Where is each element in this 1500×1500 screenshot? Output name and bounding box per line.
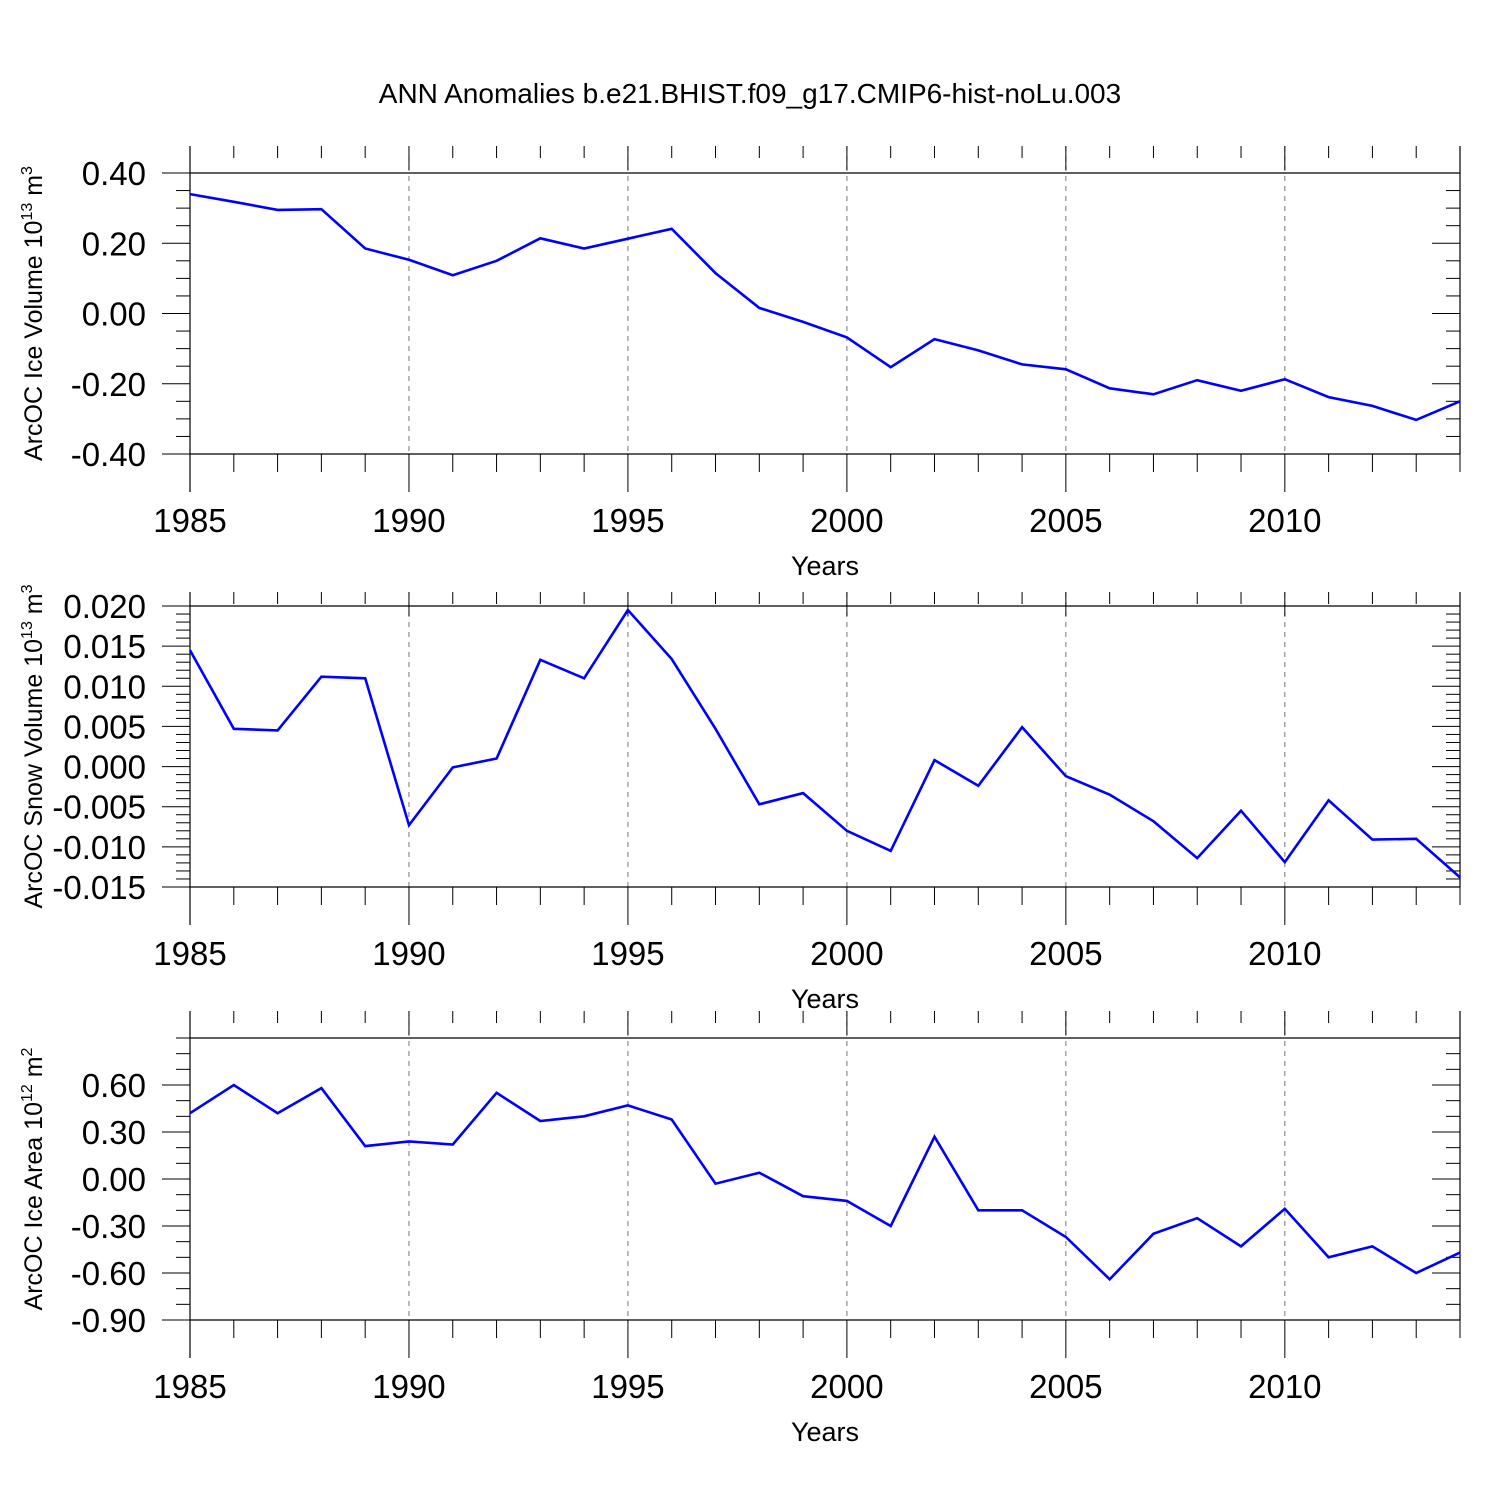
x-tick-label: 1990 [372,1368,445,1405]
x-tick-label: 2000 [810,502,883,539]
x-tick-label: 2000 [810,1368,883,1405]
y-tick-label: 0.000 [63,749,146,786]
y-tick-label: -0.20 [71,366,146,403]
y-tick-label: -0.90 [71,1302,146,1339]
y-tick-label: 0.015 [63,628,146,665]
panel-2: 1985 1990 1995 2000 2005 2010 Years -0.015-0.01… [19,584,1461,1014]
x-tick-label: 1990 [372,502,445,539]
x-tick-label: 1985 [153,935,226,972]
y-tick-label: -0.30 [71,1208,146,1245]
panel-1: 1985 1990 1995 2000 2005 2010 Years -0.40 -0.20 0… [19,146,1461,581]
y-tick-label: -0.010 [52,829,146,866]
x-tick-label: 2010 [1248,1368,1321,1405]
x-tick-label: 2005 [1029,935,1102,972]
y-axis-label: ArcOC Ice Area 1012 m2 [19,1047,48,1310]
y-axis-label: ArcOC Snow Volume 1013 m3 [19,584,48,908]
x-tick-label: 1985 [153,502,226,539]
y-tick-label: 0.60 [82,1067,146,1104]
y-tick-label: 0.005 [63,708,146,745]
x-tick-label: 1995 [591,1368,664,1405]
y-tick-label: 0.020 [63,588,146,625]
y-tick-label: 0.00 [82,1161,146,1198]
x-tick-label: 2000 [810,935,883,972]
x-tick-label: 1995 [591,502,664,539]
x-tick-label: 1995 [591,935,664,972]
x-tick-label: 2005 [1029,1368,1102,1405]
series-line [188,607,1461,879]
y-axis-label: ArcOC Ice Volume 1013 m3 [19,166,48,461]
x-axis-label: Years [791,1417,859,1447]
y-tick-label: -0.60 [71,1255,146,1292]
series-line [189,192,1461,422]
x-tick-label: 2005 [1029,502,1102,539]
figure-title: ANN Anomalies b.e21.BHIST.f09_g17.CMIP6-… [378,78,1122,109]
y-tick-label: 0.20 [82,225,146,262]
x-tick-label: 1990 [372,935,445,972]
y-tick-label: 0.30 [82,1114,146,1151]
x-tick-label: 2010 [1248,935,1321,972]
series-line [189,1083,1461,1282]
x-tick-label: 1985 [153,1368,226,1405]
y-tick-label: -0.005 [52,789,146,826]
y-tick-label: -0.40 [71,436,146,473]
y-tick-label: 0.010 [63,668,146,705]
y-tick-label: 0.40 [82,155,146,192]
y-tick-label: -0.015 [52,869,146,906]
x-axis-label: Years [791,551,859,581]
x-axis-label: Years [791,984,859,1014]
x-tick-label: 2010 [1248,502,1321,539]
panel-3: 1985 1990 1995 2000 2005 2010 Years -0.90 -0.60 -… [19,1011,1461,1447]
y-tick-label: 0.00 [82,296,146,333]
